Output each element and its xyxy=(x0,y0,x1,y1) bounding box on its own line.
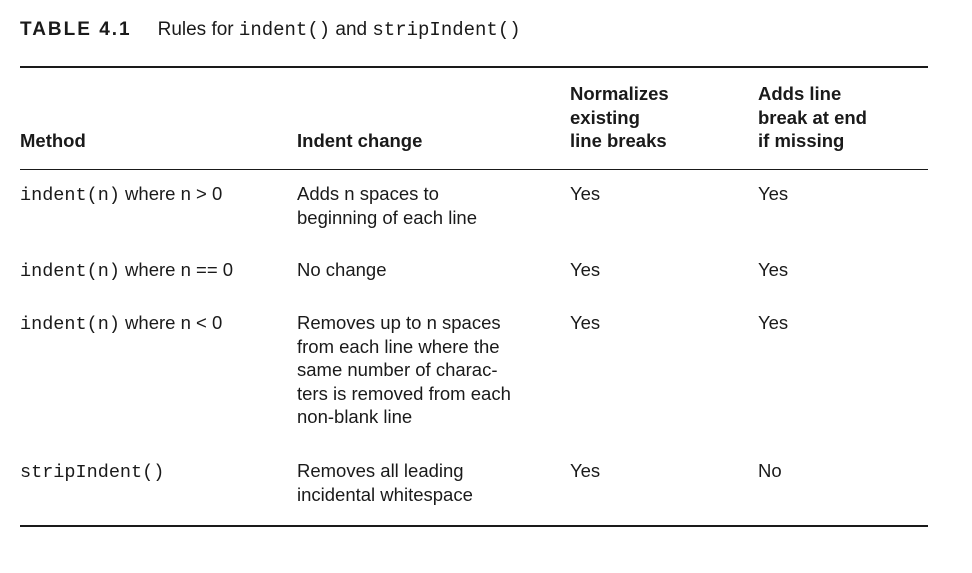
header-normalizes: Normalizes existing line breaks xyxy=(570,83,669,152)
title-code-indent: indent() xyxy=(238,19,331,41)
normalizes-cell: Yes xyxy=(570,183,601,204)
normalizes-cell: Yes xyxy=(570,460,601,481)
title-code-strip-indent: stripIndent() xyxy=(372,19,521,41)
table-label: TABLE 4.1 xyxy=(20,19,132,40)
header-method: Method xyxy=(20,130,86,151)
header-rule xyxy=(20,169,928,170)
header-indent-change: Indent change xyxy=(297,130,423,151)
adds-break-cell: Yes xyxy=(758,312,789,333)
table-caption: TABLE 4.1 Rules for indent() and stripInd… xyxy=(20,16,521,44)
method-condition: where n < 0 xyxy=(119,312,223,333)
method-condition: where n == 0 xyxy=(119,259,234,280)
adds-break-cell: Yes xyxy=(758,259,789,280)
method-code: stripIndent() xyxy=(20,462,165,483)
method-cell: indent(n) where n < 0 xyxy=(20,311,290,337)
normalizes-cell: Yes xyxy=(570,312,601,333)
method-cell: indent(n) where n == 0 xyxy=(20,258,290,284)
title-prefix: Rules for xyxy=(157,19,239,40)
method-condition: where n > 0 xyxy=(119,183,223,204)
method-cell: stripIndent() xyxy=(20,459,290,485)
indent-change-cell: Removes up to n spaces from each line wh… xyxy=(297,312,511,428)
bottom-rule xyxy=(20,525,928,527)
header-adds-break: Adds line break at end if missing xyxy=(758,83,867,152)
table-title: Rules for indent() and stripIndent() xyxy=(157,19,521,41)
title-and: and xyxy=(330,19,373,40)
adds-break-cell: No xyxy=(758,460,782,481)
top-rule xyxy=(20,66,928,68)
method-code: indent(n) xyxy=(20,261,120,282)
method-cell: indent(n) where n > 0 xyxy=(20,182,290,208)
normalizes-cell: Yes xyxy=(570,259,601,280)
adds-break-cell: Yes xyxy=(758,183,789,204)
indent-change-cell: No change xyxy=(297,259,387,280)
indent-change-cell: Adds n spaces to beginning of each line xyxy=(297,183,478,228)
method-code: indent(n) xyxy=(20,185,120,206)
method-code: indent(n) xyxy=(20,314,120,335)
indent-change-cell: Removes all leading incidental whitespac… xyxy=(297,460,473,505)
